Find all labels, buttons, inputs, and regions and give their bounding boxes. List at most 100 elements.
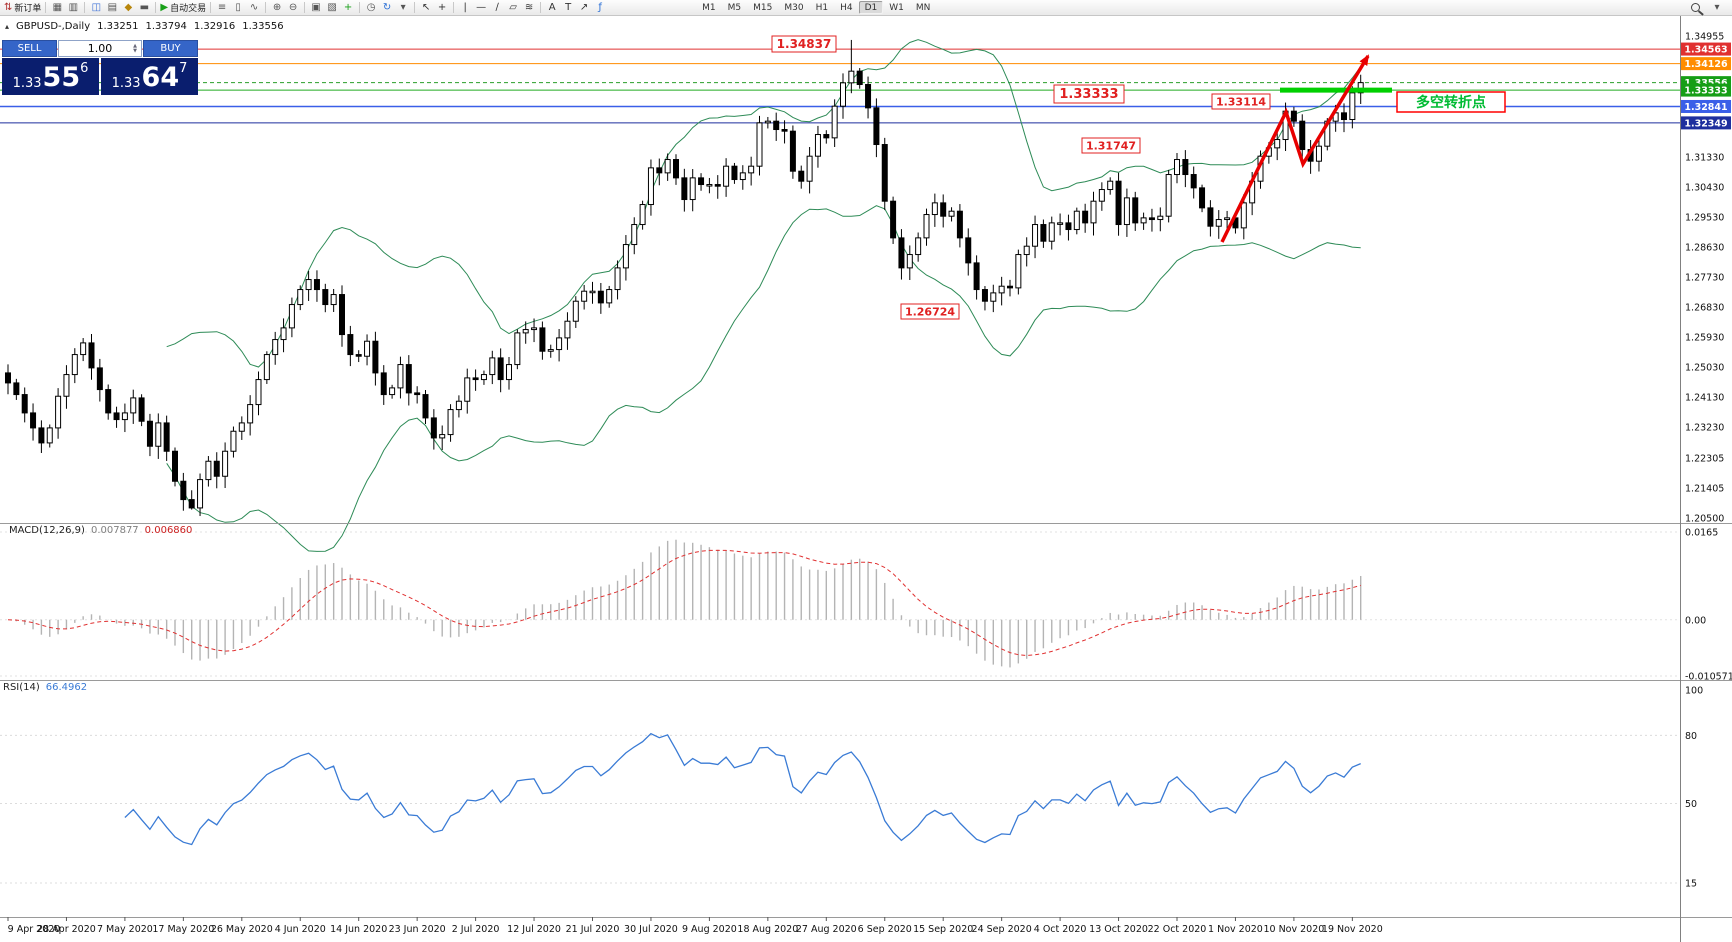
annotations-layer[interactable]: 1.34837 1.33333 1.33114 1.31747 1.26724 多空转折点 [771, 35, 1506, 320]
arrow-tool-icon[interactable]: ↗ [576, 1, 592, 15]
svg-text:1.24130: 1.24130 [1685, 392, 1724, 403]
navigator-icon[interactable]: ◆ [120, 1, 136, 15]
timeframe-h1[interactable]: H1 [815, 3, 829, 13]
vertical-line-icon[interactable]: | [457, 1, 473, 15]
sell-button[interactable]: SELL [2, 40, 57, 57]
buy-price-sup: 7 [179, 61, 188, 76]
profiles-icon: ▥ [68, 1, 79, 13]
svg-text:1.34955: 1.34955 [1685, 32, 1724, 43]
zoom-out-icon[interactable]: ⊖ [285, 1, 301, 15]
price-annotation-1.26724[interactable] [900, 303, 960, 320]
price-annotation-1.33114[interactable] [1211, 93, 1271, 110]
svg-text:13 Oct 2020: 13 Oct 2020 [1089, 924, 1148, 935]
svg-text:23 Jun 2020: 23 Jun 2020 [389, 924, 446, 935]
new-order-button[interactable]: ⇅ 新订单 [3, 1, 42, 15]
toolbar-separator [359, 2, 361, 13]
search-icon[interactable] [1687, 1, 1703, 15]
timeframe-m1[interactable]: M1 [702, 3, 716, 13]
indicators-icon[interactable]: ƒ [592, 1, 608, 15]
bars-icon[interactable]: ≡ [214, 1, 230, 15]
buy-price-display[interactable]: 1.33 64 7 [101, 58, 198, 95]
volume-input[interactable] [59, 42, 141, 55]
timeframe-w1[interactable]: W1 [889, 3, 904, 13]
timeframe-d1[interactable]: D1 [858, 1, 884, 14]
toolbar-separator [453, 2, 455, 13]
horizontal-line-icon: — [476, 1, 487, 13]
autotrading-button: ▶ [160, 1, 169, 13]
zoom-in-icon: ⊕ [272, 1, 282, 13]
rsi-name: RSI(14) [3, 682, 40, 693]
timeframe-m30[interactable]: M30 [784, 3, 804, 13]
ohlc-low: 1.32916 [193, 21, 236, 32]
text-icon[interactable]: A [544, 1, 560, 15]
macd-name2: MACD(12,26,9) [9, 525, 85, 536]
main-toolbar: ⇅ 新订单 ▦ ▥ ◫ ▤ ◆ ▬ ▶ 自动交易 ≡ ▯ ∿ ⊕ ⊖ ▣ ▧ + ◷ ↻ ▾ ↖ + | — ∕ ▱ ≋ A T ↗ ƒ M1 M… [0, 0, 1732, 16]
svg-text:1.22305: 1.22305 [1685, 453, 1724, 464]
svg-text:1.33333: 1.33333 [1684, 86, 1727, 97]
trendline-icon[interactable]: ∕ [489, 1, 505, 15]
market-watch-icon[interactable]: ◫ [88, 1, 104, 15]
svg-text:10 Nov 2020: 10 Nov 2020 [1263, 924, 1324, 935]
horizontal-line-icon[interactable]: — [473, 1, 489, 15]
bollinger-lower-band [166, 205, 1361, 552]
label-icon[interactable]: T [560, 1, 576, 15]
refresh-icon[interactable]: ↻ [379, 1, 395, 15]
volume-down-icon[interactable]: ▼ [133, 47, 137, 54]
terminal-icon: ▬ [139, 1, 150, 13]
collapse-icon[interactable]: ▴ [5, 22, 10, 31]
svg-text:1.25930: 1.25930 [1685, 332, 1724, 343]
chart-canvas[interactable]: 1.34955 1.31330 1.30430 1.29530 1.28630 1.277… [0, 16, 1732, 942]
timeframe-mn[interactable]: MN [915, 3, 931, 13]
new-chart-icon[interactable]: ▦ [49, 1, 65, 15]
svg-text:26 May 2020: 26 May 2020 [211, 924, 273, 935]
macd-indicator [0, 531, 1680, 677]
price-annotation-1.31747[interactable] [1081, 137, 1141, 154]
text-icon: A [548, 1, 556, 13]
profiles-icon[interactable]: ▥ [65, 1, 81, 15]
line-chart-icon[interactable]: ∿ [246, 1, 262, 15]
new-order-button: ⇅ [4, 1, 13, 13]
fibonacci-icon[interactable]: ≋ [521, 1, 537, 15]
crosshair-icon[interactable]: + [434, 1, 450, 15]
timeframe-h4[interactable]: H4 [840, 3, 853, 13]
svg-text:9 Apr 2020: 9 Apr 2020 [8, 924, 61, 935]
terminal-icon[interactable]: ▬ [136, 1, 152, 15]
autotrading-button[interactable]: ▶ 自动交易 [159, 1, 207, 15]
price-annotation-1.34837[interactable] [771, 35, 837, 53]
data-window-icon[interactable]: ▤ [104, 1, 120, 15]
turning-point-callout[interactable] [1396, 91, 1506, 113]
cascade-icon[interactable]: ▧ [324, 1, 340, 15]
channel-icon: ▱ [509, 1, 517, 13]
line-chart-icon: ∿ [249, 1, 259, 13]
candles-icon[interactable]: ▯ [230, 1, 246, 15]
trend-arrow[interactable] [1220, 54, 1370, 243]
toolbar-separator [304, 2, 306, 13]
tile-windows-icon[interactable]: ▣ [308, 1, 324, 15]
clock-icon: ◷ [366, 1, 376, 13]
svg-text:1.34126: 1.34126 [1684, 59, 1728, 70]
layout-icon[interactable]: ▾ [1714, 1, 1720, 13]
volume-up-icon[interactable]: ▲ [133, 42, 137, 49]
volume-stepper[interactable]: ▲ ▼ [130, 41, 140, 56]
svg-text:22 Oct 2020: 22 Oct 2020 [1148, 924, 1207, 935]
price-tag-1.32349 [1681, 116, 1731, 130]
timeframe-m15[interactable]: M15 [753, 3, 773, 13]
cursor-icon[interactable]: ↖ [418, 1, 434, 15]
zoom-in-icon[interactable]: ⊕ [269, 1, 285, 15]
channel-icon[interactable]: ▱ [505, 1, 521, 15]
expand-icon[interactable]: ▾ [395, 1, 411, 15]
price-axis[interactable]: 1.34955 1.31330 1.30430 1.29530 1.28630 1.277… [1681, 32, 1732, 890]
svg-text:1.26830: 1.26830 [1685, 302, 1724, 313]
price-annotation-1.33333[interactable] [1053, 84, 1125, 104]
rsi-label: RSI(14) 66.4962 [3, 682, 87, 693]
new-window-icon[interactable]: + [340, 1, 356, 15]
svg-text:0.0165: 0.0165 [1685, 528, 1718, 539]
ohlc-open: 1.33251 [97, 21, 139, 32]
buy-button[interactable]: BUY [143, 40, 198, 57]
timeframe-m5[interactable]: M5 [727, 3, 742, 13]
candles-icon: ▯ [235, 1, 241, 13]
sell-price-display[interactable]: 1.33 55 6 [2, 58, 99, 95]
clock-icon[interactable]: ◷ [363, 1, 379, 15]
